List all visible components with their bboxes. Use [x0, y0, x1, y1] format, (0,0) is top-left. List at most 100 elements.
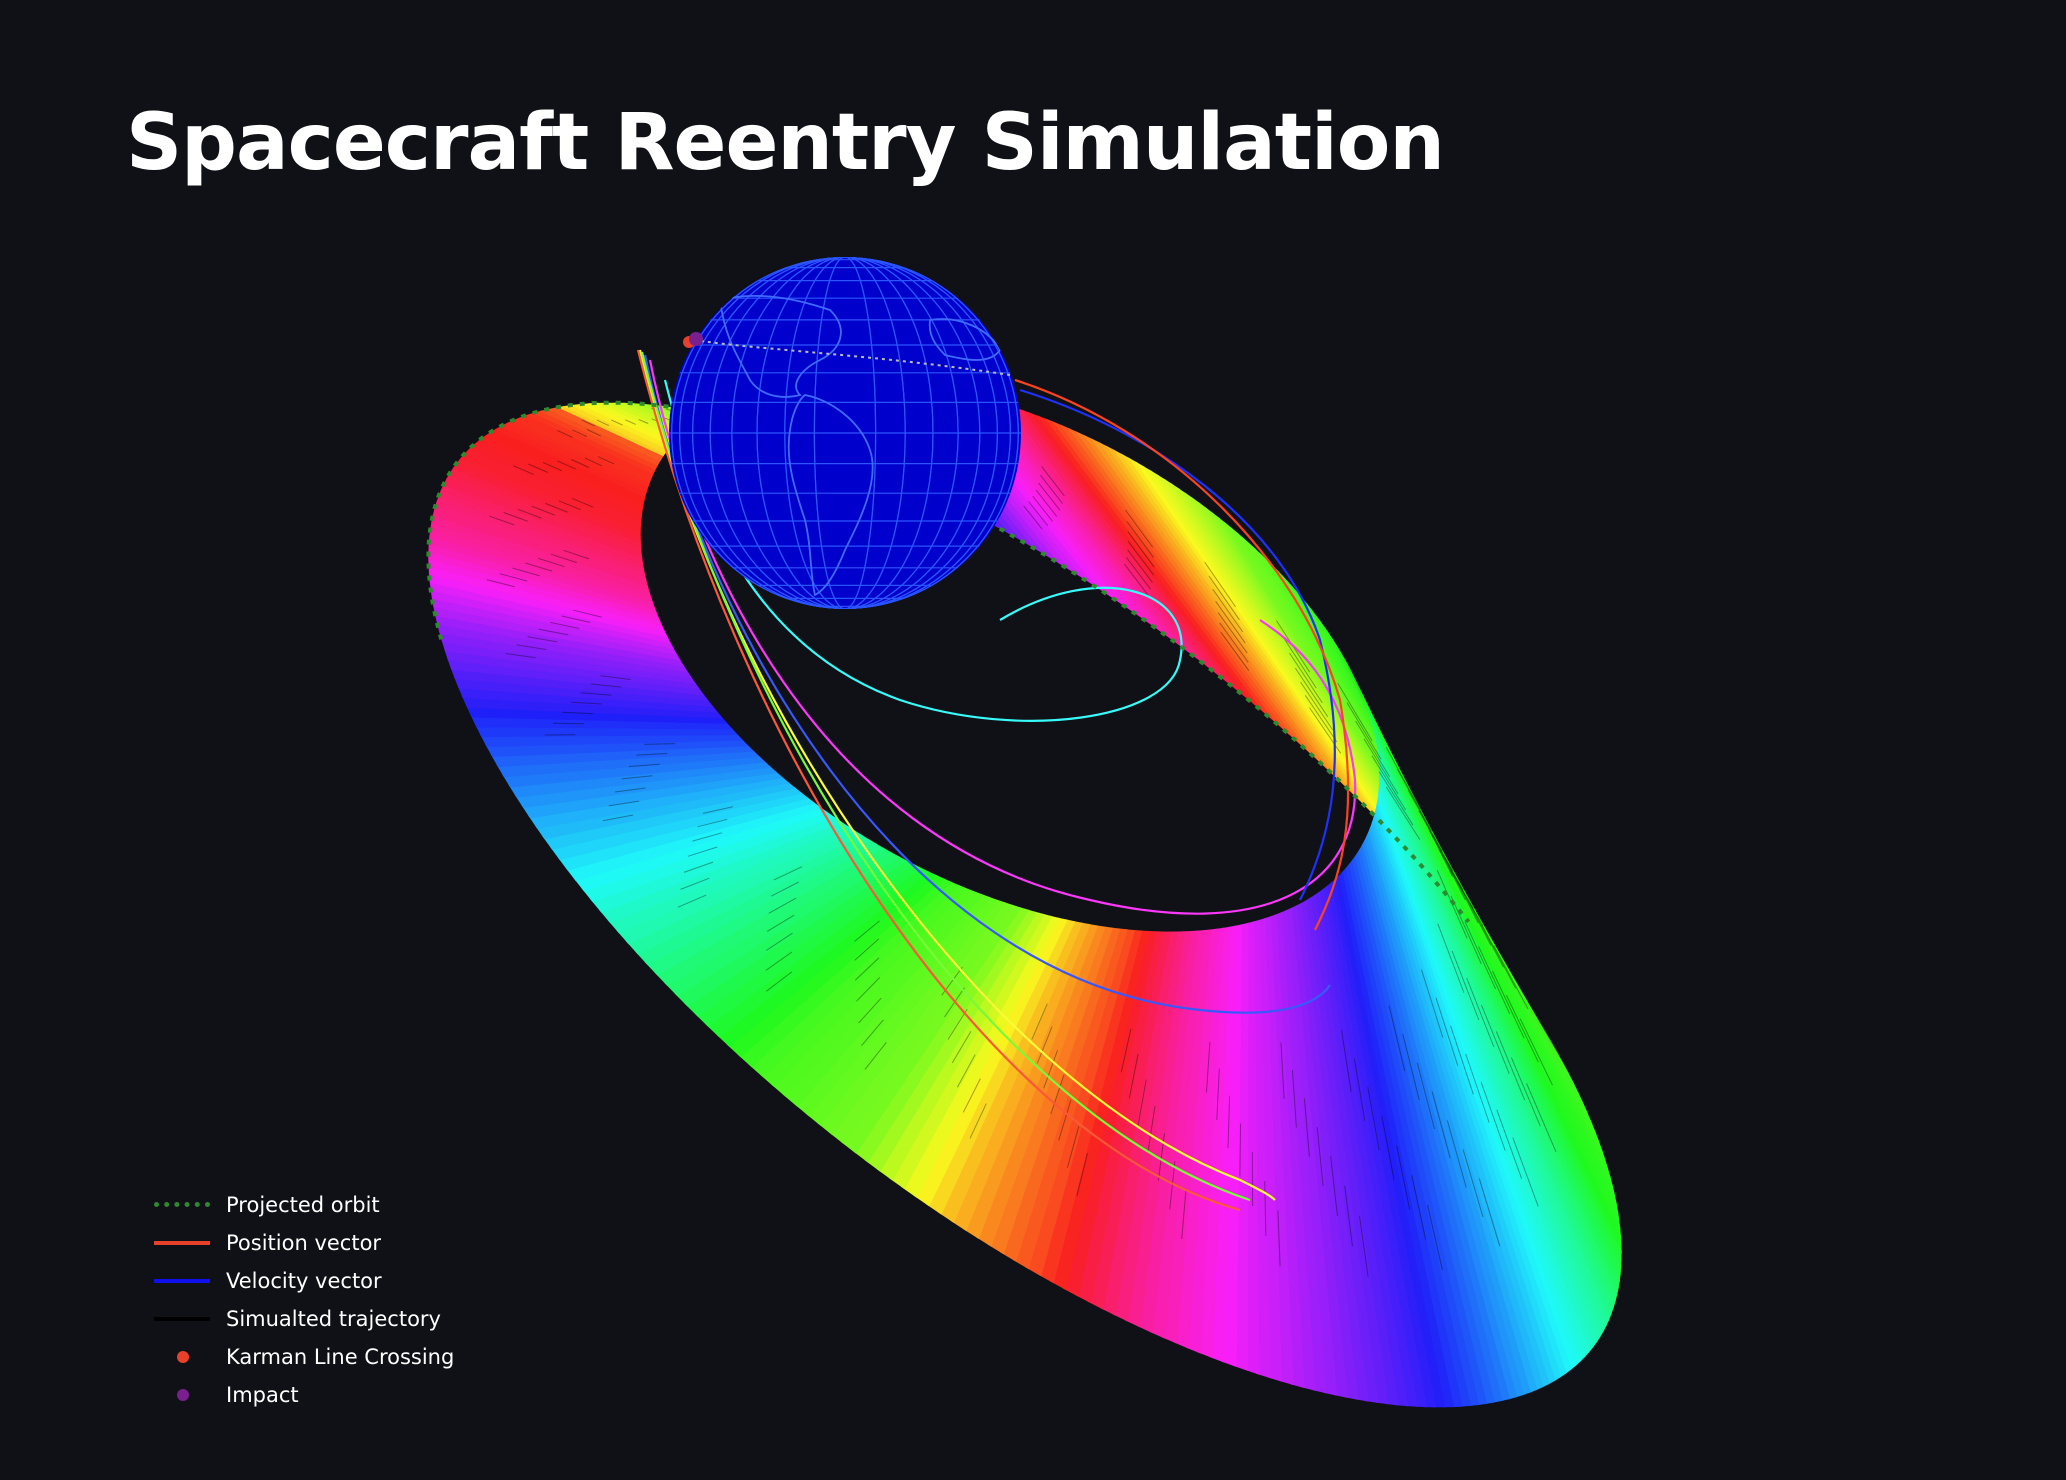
- band-segment: [864, 909, 1037, 1172]
- band-segment: [1368, 712, 1620, 1290]
- band-segment: [1330, 878, 1437, 1408]
- band-segment: [1318, 888, 1409, 1407]
- band-streak: [951, 1031, 972, 1064]
- band-segment: [1120, 453, 1386, 828]
- band-streak: [692, 832, 723, 842]
- band-streak: [1041, 466, 1065, 497]
- band-segment: [759, 884, 968, 1088]
- band-streak: [1294, 667, 1329, 718]
- legend-label: Karman Line Crossing: [226, 1345, 455, 1369]
- simulated-trajectory-line: [643, 354, 1331, 1014]
- band-streak: [1438, 849, 1474, 909]
- band-segment: [532, 410, 659, 470]
- band-streak: [1428, 830, 1464, 891]
- band-segment: [1285, 907, 1338, 1396]
- band-streak: [1464, 921, 1497, 990]
- band-streak: [513, 465, 534, 475]
- legend-item-projected-orbit[interactable]: Projected orbit: [152, 1186, 492, 1224]
- band-streak: [687, 846, 718, 857]
- band-streak: [1239, 1123, 1241, 1177]
- band-segment: [925, 919, 1076, 1215]
- band-segment: [587, 402, 679, 442]
- band-segment: [888, 913, 1053, 1190]
- band-streak: [600, 675, 631, 680]
- band-segment: [1375, 803, 1567, 1378]
- band-streak: [1227, 1095, 1231, 1149]
- band-streak: [1028, 501, 1049, 526]
- band-segment: [547, 407, 664, 462]
- legend-item-impact[interactable]: Impact: [152, 1376, 492, 1414]
- chart-title: Spacecraft Reentry Simulation: [126, 98, 1445, 188]
- band-streak: [697, 818, 728, 828]
- band-streak: [1035, 489, 1058, 517]
- band-segment: [1379, 772, 1594, 1353]
- band-segment: [452, 461, 641, 543]
- band-segment: [1322, 885, 1418, 1407]
- band-streak: [625, 419, 636, 425]
- band-segment: [983, 397, 1186, 650]
- band-streak: [969, 1103, 987, 1139]
- band-segment: [901, 915, 1060, 1198]
- band-segment: [430, 520, 652, 598]
- band-streak: [1481, 924, 1517, 989]
- legend-label: Impact: [226, 1383, 299, 1407]
- earth-continent-outline: [928, 318, 1002, 361]
- band-streak: [1066, 1126, 1080, 1168]
- position-vector-band: [428, 378, 1622, 1408]
- legend-item-simulated-trajectory[interactable]: Simualted trajectory: [152, 1300, 492, 1338]
- band-segment: [488, 428, 646, 503]
- band-streak: [628, 763, 660, 768]
- band-streak: [1385, 747, 1421, 811]
- band-segment: [496, 749, 760, 778]
- band-streak: [644, 743, 676, 745]
- band-segment: [514, 766, 778, 808]
- band-streak: [553, 722, 585, 725]
- band-segment: [1338, 871, 1454, 1408]
- band-streak: [1469, 902, 1504, 968]
- band-segment: [817, 899, 1007, 1136]
- band-segment: [1263, 916, 1294, 1386]
- band-streak: [1032, 495, 1053, 522]
- band-segment: [987, 926, 1113, 1255]
- band-segment: [1156, 474, 1434, 880]
- band-segment: [1044, 418, 1279, 726]
- band-streak: [614, 787, 646, 793]
- band-streak: [1127, 540, 1155, 576]
- legend-item-velocity-vector[interactable]: Velocity vector: [152, 1262, 492, 1300]
- band-segment: [1050, 930, 1150, 1291]
- band-segment: [528, 776, 790, 829]
- band-streak: [1526, 1083, 1557, 1153]
- band-streak: [1043, 1050, 1059, 1089]
- band-streak: [489, 515, 515, 526]
- legend-item-position-vector[interactable]: Position vector: [152, 1224, 492, 1262]
- band-streak: [1462, 1149, 1484, 1218]
- band-streak: [1050, 1074, 1065, 1115]
- band-segment: [434, 501, 647, 581]
- band-streak: [557, 460, 576, 470]
- band-streak: [563, 549, 590, 560]
- band-segment: [737, 877, 953, 1068]
- legend-item-karman-line-crossing[interactable]: Karman Line Crossing: [152, 1338, 492, 1376]
- band-segment: [1370, 718, 1619, 1296]
- band-segment: [1371, 817, 1550, 1388]
- band-segment: [573, 806, 829, 892]
- legend-swatch-line: [152, 1271, 210, 1291]
- band-segment: [684, 859, 915, 1017]
- band-streak: [561, 615, 591, 623]
- band-streak: [1124, 563, 1149, 596]
- band-segment: [555, 405, 667, 458]
- earth-continent-outline: [787, 394, 874, 597]
- band-segment: [1305, 897, 1379, 1403]
- band-streak: [1355, 720, 1391, 778]
- band-segment: [456, 457, 641, 538]
- band-streak: [1181, 1189, 1187, 1239]
- band-streak: [597, 456, 615, 465]
- band-streak: [1465, 1053, 1490, 1123]
- band-streak: [1127, 549, 1153, 584]
- band-streak: [1157, 1132, 1165, 1181]
- band-streak: [1493, 945, 1529, 1010]
- band-segment: [1000, 927, 1121, 1262]
- band-segment: [674, 855, 907, 1007]
- band-streak: [1435, 997, 1459, 1067]
